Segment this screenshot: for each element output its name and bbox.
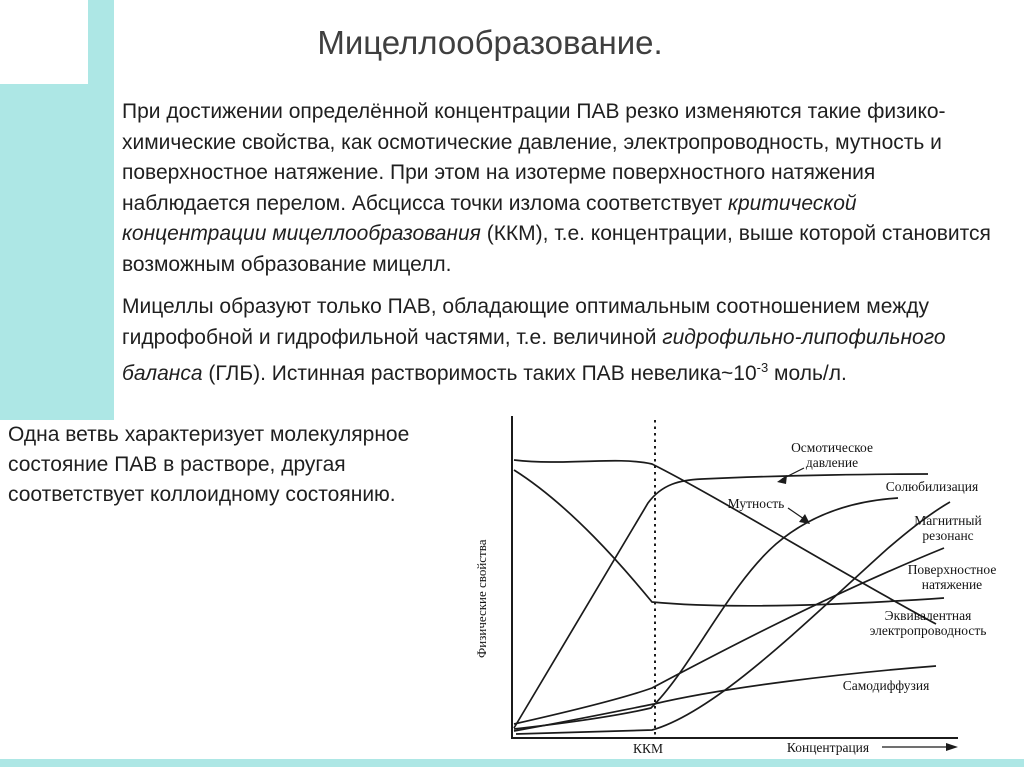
conductivity-label-line1: Эквивалентная <box>885 608 972 623</box>
osmotic-pressure-label-line2: давление <box>806 455 858 470</box>
bottom-accent-bar <box>0 759 1024 767</box>
turbidity-leader-arrowhead <box>799 514 810 524</box>
paragraph-1-italic: критической концентрации мицеллообразова… <box>122 191 857 246</box>
paragraph-2-text-b: (ГЛБ). Истинная растворимость таких ПАВ … <box>202 362 757 385</box>
conductivity-curve <box>513 459 937 625</box>
osmotic-leader-arrowhead <box>777 475 787 484</box>
surface-tension-label-line2: натяжение <box>922 577 982 592</box>
turbidity-curve <box>513 497 899 730</box>
paragraph-1-text-b: (ККМ), т.е. концентрации, выше которой с… <box>122 222 991 276</box>
diagram-svg: Осмотическое давление Мутность Солюбилиз… <box>474 416 997 756</box>
paragraph-2-superscript: -3 <box>756 360 769 375</box>
chart-axes <box>511 416 958 739</box>
magnetic-resonance-label-line1: Магнитный <box>914 513 981 528</box>
paragraph-2-italic: гидрофильно-липофильного баланса <box>122 325 946 386</box>
surface-tension-label-line1: Поверхностное <box>908 562 997 577</box>
paragraph-2-text-a: Мицеллы образуют только ПАВ, обладающие … <box>122 295 929 349</box>
y-axis-label: Физические свойства <box>474 539 489 658</box>
osmotic-pressure-curve <box>513 473 929 729</box>
conductivity-label-line2: электропроводность <box>870 623 987 638</box>
magnetic-resonance-label-line2: резонанс <box>922 528 973 543</box>
paragraph-micelle-formation: Мицеллы образуют только ПАВ, обладающие … <box>122 292 1006 390</box>
solubilization-curve <box>515 501 951 735</box>
turbidity-label: Мутность <box>728 496 785 511</box>
corner-notch <box>0 0 88 84</box>
osmotic-pressure-label-line1: Осмотическое <box>791 440 873 455</box>
magnetic-resonance-curve <box>513 547 945 725</box>
x-axis-label: Концентрация <box>787 740 869 755</box>
turbidity-leader-line <box>787 507 805 520</box>
surface-tension-curve <box>513 469 945 607</box>
slide-title: Мицеллообразование. <box>317 24 663 61</box>
properties-vs-concentration-diagram: Осмотическое давление Мутность Солюбилиз… <box>466 408 1014 762</box>
concentration-arrowhead-icon <box>946 743 958 751</box>
paragraph-1-text-a: При достижении определённой концентрации… <box>122 100 946 215</box>
solubilization-label: Солюбилизация <box>886 479 978 494</box>
cmc-axis-label: ККМ <box>633 741 663 756</box>
side-note-branches: Одна ветвь характеризует молекулярное со… <box>8 423 410 506</box>
self-diffusion-label: Самодиффузия <box>843 678 930 693</box>
paragraph-2-text-c: моль/л. <box>768 362 847 385</box>
paragraph-micelle-intro: При достижении определённой концентрации… <box>122 97 1006 280</box>
self-diffusion-curve <box>513 665 937 732</box>
